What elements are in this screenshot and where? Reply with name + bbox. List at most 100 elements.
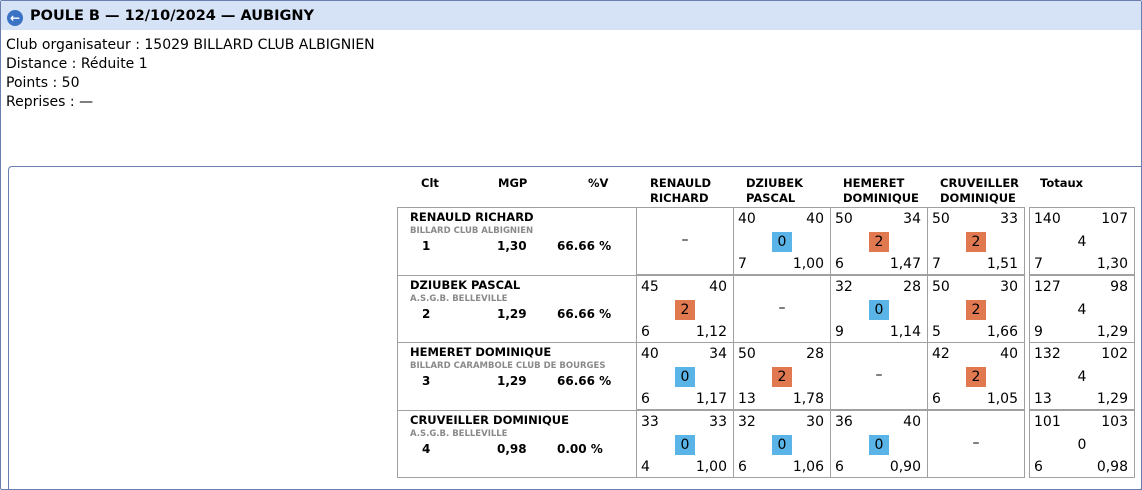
reprises-count: 6 [738, 459, 747, 475]
match-points-badge: 0 [869, 435, 889, 455]
match-cell[interactable]: 36 40 0 6 0,90 [830, 410, 928, 478]
match-cell[interactable]: 50 33 2 7 1,51 [927, 207, 1025, 275]
empty-cell-dash: – [875, 367, 883, 383]
average: 1,05 [986, 391, 1018, 407]
points-against: 33 [709, 414, 727, 430]
match-cell[interactable]: 50 28 2 13 1,78 [733, 342, 831, 410]
match-points-badge: 0 [772, 232, 792, 252]
player-rank: 3 [422, 374, 431, 388]
total-match-points: 4 [1077, 234, 1087, 250]
average: 1,14 [889, 324, 921, 340]
match-cell[interactable]: 45 40 2 6 1,12 [636, 275, 734, 343]
points-scored: 127 [1034, 279, 1061, 295]
player-rank: 4 [422, 442, 431, 456]
points-scored: 32 [738, 414, 756, 430]
reprises: Reprises : — [6, 94, 94, 110]
col-header-pct: %V [588, 176, 609, 190]
player-club: BILLARD CARAMBOLE CLUB DE BOURGES [410, 361, 606, 371]
player-mgp: 1,30 [497, 239, 527, 253]
player-rank: 2 [422, 307, 431, 321]
points-against: 103 [1101, 414, 1128, 430]
back-arrow-icon[interactable]: ← [7, 10, 23, 26]
points-against: 98 [1110, 279, 1128, 295]
total-match-points: 4 [1077, 302, 1087, 318]
average: 1,06 [792, 459, 824, 475]
col-header-totaux: Totaux [1040, 176, 1084, 190]
reprises-count: 4 [641, 459, 650, 475]
match-cell[interactable]: 32 30 0 6 1,06 [733, 410, 831, 478]
average: 1,51 [986, 256, 1018, 272]
match-cell[interactable]: 40 40 0 7 1,00 [733, 207, 831, 275]
match-points-badge: 2 [966, 300, 986, 320]
match-points-badge: 0 [675, 435, 695, 455]
col-header-mgp: MGP [498, 176, 528, 190]
match-cell[interactable]: 50 34 2 6 1,47 [830, 207, 928, 275]
player-mgp: 1,29 [497, 374, 527, 388]
total-match-points: 4 [1077, 369, 1087, 385]
player-rank: 1 [422, 239, 431, 253]
points-scored: 50 [835, 211, 853, 227]
match-cell[interactable]: 50 30 2 5 1,66 [927, 275, 1025, 343]
player-win-pct: 66.66 % [557, 239, 612, 253]
match-points-badge: 2 [966, 232, 986, 252]
points-against: 34 [903, 211, 921, 227]
totals-cell: 140 107 4 7 1,30 [1029, 207, 1135, 275]
player-name: HEMERET DOMINIQUE [410, 345, 552, 359]
reprises-count: 9 [835, 324, 844, 340]
match-cell: – [927, 410, 1025, 478]
points-against: 28 [806, 346, 824, 362]
points-scored: 45 [641, 279, 659, 295]
col-header-opp4: CRUVEILLER DOMINIQUE [940, 176, 1020, 205]
match-points-badge: 2 [869, 232, 889, 252]
match-cell[interactable]: 42 40 2 6 1,05 [927, 342, 1025, 410]
player-win-pct: 66.66 % [557, 374, 612, 388]
match-cell[interactable]: 33 33 0 4 1,00 [636, 410, 734, 478]
totals-cell: 132 102 4 13 1,29 [1029, 342, 1135, 410]
col-header-clt: Clt [421, 176, 439, 190]
empty-cell-dash: – [972, 435, 980, 451]
title-bar: ← POULE B — 12/10/2024 — AUBIGNY [1, 1, 1141, 30]
points-against: 40 [806, 211, 824, 227]
totals-cell: 127 98 4 9 1,29 [1029, 275, 1135, 343]
player-win-pct: 0.00 % [557, 442, 603, 456]
player-club: A.S.G.B. BELLEVILLE [410, 429, 508, 439]
player-club: A.S.G.B. BELLEVILLE [410, 294, 508, 304]
points-against: 102 [1101, 346, 1128, 362]
player-club: BILLARD CLUB ALBIGNIEN [410, 226, 534, 236]
points-scored: 42 [932, 346, 950, 362]
average: 1,66 [986, 324, 1018, 340]
points-against: 33 [1000, 211, 1018, 227]
player-mgp: 1,29 [497, 307, 527, 321]
match-points-badge: 0 [869, 300, 889, 320]
average: 1,29 [1096, 324, 1128, 340]
average: 1,00 [695, 459, 727, 475]
col-header-opp1: RENAULD RICHARD [650, 176, 712, 205]
reprises-count: 6 [932, 391, 941, 407]
points-against: 107 [1101, 211, 1128, 227]
points-against: 34 [709, 346, 727, 362]
points-scored: 33 [641, 414, 659, 430]
reprises-count: 7 [932, 256, 941, 272]
match-cell[interactable]: 32 28 0 9 1,14 [830, 275, 928, 343]
average: 1,12 [695, 324, 727, 340]
points-scored: 101 [1034, 414, 1061, 430]
reprises-count: 7 [738, 256, 747, 272]
points-against: 40 [709, 279, 727, 295]
points-scored: 50 [932, 279, 950, 295]
match-points-badge: 0 [675, 367, 695, 387]
row-separator [397, 342, 637, 343]
match-points-badge: 2 [772, 367, 792, 387]
points-against: 30 [806, 414, 824, 430]
reprises-count: 9 [1034, 324, 1043, 340]
reprises-count: 6 [835, 256, 844, 272]
average: 0,90 [889, 459, 921, 475]
row-separator [397, 275, 637, 276]
row-separator [397, 410, 637, 411]
match-cell[interactable]: 40 34 0 6 1,17 [636, 342, 734, 410]
average: 1,00 [792, 256, 824, 272]
total-match-points: 0 [1077, 437, 1087, 453]
match-points-badge: 2 [966, 367, 986, 387]
points-scored: 50 [932, 211, 950, 227]
reprises-count: 13 [1034, 391, 1052, 407]
average: 1,47 [889, 256, 921, 272]
